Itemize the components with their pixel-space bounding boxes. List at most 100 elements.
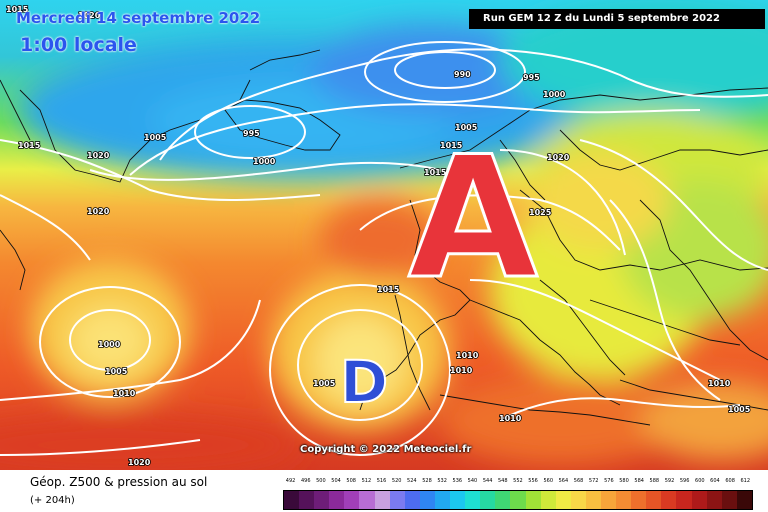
scale-swatch bbox=[434, 491, 451, 509]
isobar-label: 995 bbox=[523, 73, 540, 82]
local-time-label: 1:00 locale bbox=[20, 34, 137, 56]
scale-swatch bbox=[525, 491, 541, 509]
isobar-label: 1010 bbox=[450, 366, 473, 375]
isobars bbox=[0, 41, 768, 456]
isobar-label: 1005 bbox=[144, 133, 167, 142]
scale-label: 572 bbox=[588, 478, 599, 484]
model-run-label: Run GEM 12 Z du Lundi 5 septembre 2022 bbox=[469, 9, 765, 29]
scale-label: 576 bbox=[604, 478, 614, 484]
isobar-label: 1010 bbox=[708, 379, 731, 388]
scale-label: 536 bbox=[452, 478, 463, 484]
scale-swatch bbox=[540, 491, 556, 509]
isobar-label: 990 bbox=[454, 70, 471, 79]
scale-label: 508 bbox=[346, 478, 356, 484]
scale-swatch bbox=[419, 491, 435, 509]
forecast-lead-time: (+ 204h) bbox=[30, 495, 75, 506]
scale-label: 492 bbox=[285, 478, 296, 484]
scale-swatch bbox=[329, 491, 345, 509]
valid-date-label: Mercredi 14 septembre 2022 bbox=[16, 9, 261, 27]
scale-label: 548 bbox=[497, 478, 508, 484]
isobar-label: 1010 bbox=[113, 389, 136, 398]
isobar-label: 1005 bbox=[455, 123, 478, 132]
scale-swatch bbox=[676, 491, 692, 509]
scale-label: 584 bbox=[634, 478, 644, 484]
scale-swatch bbox=[314, 491, 330, 509]
scale-label: 608 bbox=[725, 478, 735, 484]
isobar-label: 1005 bbox=[105, 367, 128, 376]
scale-label: 592 bbox=[664, 478, 675, 484]
scale-label: 532 bbox=[437, 478, 447, 484]
color-scale-swatches bbox=[283, 490, 753, 510]
scale-swatch bbox=[374, 491, 390, 509]
isobar-label: 1010 bbox=[499, 414, 522, 423]
scale-swatch bbox=[661, 491, 677, 509]
scale-swatch bbox=[706, 491, 722, 509]
map-footer: Géop. Z500 & pression au sol (+ 204h) 49… bbox=[0, 470, 768, 512]
scale-swatch bbox=[646, 491, 662, 509]
scale-label: 500 bbox=[316, 478, 326, 484]
scale-swatch bbox=[691, 491, 707, 509]
scale-label: 524 bbox=[407, 478, 417, 484]
isobar-label: 1020 bbox=[547, 153, 570, 162]
map-canvas: 1015 1020 1015 1005 1020 995 1000 990 99… bbox=[0, 0, 768, 470]
scale-label: 512 bbox=[361, 478, 372, 484]
isobar-label: 1005 bbox=[728, 405, 751, 414]
scale-swatch bbox=[510, 491, 526, 509]
isobar-label: 1015 bbox=[440, 141, 463, 150]
scale-label: 504 bbox=[331, 478, 341, 484]
scale-label: 596 bbox=[679, 478, 690, 484]
isobar-label: 995 bbox=[243, 129, 260, 138]
isobar-label: 1010 bbox=[456, 351, 479, 360]
isobar-label: 1015 bbox=[424, 168, 447, 177]
color-scale-legend: 492 496 500 504 508 512 516 520 524 528 532 536 540 5… bbox=[283, 478, 753, 510]
scale-swatch bbox=[585, 491, 601, 509]
scale-label: 528 bbox=[422, 478, 432, 484]
scale-label: 612 bbox=[740, 478, 751, 484]
scale-swatch bbox=[389, 491, 405, 509]
high-pressure-symbol: A bbox=[406, 119, 539, 318]
scale-label: 552 bbox=[513, 478, 523, 484]
scale-label: 520 bbox=[391, 478, 402, 484]
scale-label: 568 bbox=[573, 478, 584, 484]
copyright-notice: Copyright © 2022 Meteociel.fr bbox=[300, 444, 472, 455]
scale-label: 560 bbox=[543, 478, 553, 484]
isobar-label: 1025 bbox=[529, 208, 552, 217]
scale-swatch bbox=[465, 491, 481, 509]
isobar-label: 1000 bbox=[98, 340, 121, 349]
scale-label: 580 bbox=[619, 478, 629, 484]
isobar-label: 1020 bbox=[128, 458, 151, 467]
scale-swatch bbox=[284, 491, 300, 509]
scale-swatch bbox=[495, 491, 511, 509]
isobar-label: 1020 bbox=[87, 207, 110, 216]
weather-map: 1015 1020 1015 1005 1020 995 1000 990 99… bbox=[0, 0, 768, 470]
isobar-label: 1020 bbox=[87, 151, 110, 160]
scale-swatch bbox=[450, 491, 466, 509]
scale-label: 540 bbox=[467, 478, 478, 484]
scale-label: 516 bbox=[376, 478, 387, 484]
isobar-labels: 1015 1020 1015 1005 1020 995 1000 990 99… bbox=[5, 4, 751, 468]
scale-swatch bbox=[480, 491, 496, 509]
scale-label: 496 bbox=[300, 478, 311, 484]
scale-swatch bbox=[299, 491, 315, 509]
scale-label: 544 bbox=[482, 478, 493, 484]
scale-swatch bbox=[721, 491, 737, 509]
isobar-label: 1000 bbox=[253, 157, 276, 166]
scale-label: 588 bbox=[649, 478, 660, 484]
product-title: Géop. Z500 & pression au sol bbox=[30, 475, 208, 489]
scale-swatch bbox=[570, 491, 586, 509]
scale-swatch bbox=[631, 491, 647, 509]
scale-swatch bbox=[404, 491, 420, 509]
isobar-label: 1015 bbox=[377, 285, 400, 294]
isobar-label: 1005 bbox=[313, 379, 336, 388]
scale-label: 604 bbox=[710, 478, 720, 484]
scale-swatch bbox=[600, 491, 617, 509]
scale-swatch bbox=[736, 491, 752, 509]
scale-swatch bbox=[555, 491, 571, 509]
scale-label: 556 bbox=[528, 478, 538, 484]
isobar-label: 1000 bbox=[543, 90, 566, 99]
scale-swatch bbox=[616, 491, 632, 509]
scale-label: 564 bbox=[558, 478, 569, 484]
scale-swatch bbox=[359, 491, 375, 509]
isobar-label: 1020 bbox=[78, 11, 101, 20]
color-scale-labels: 492 496 500 504 508 512 516 520 524 528 532 536 540 5… bbox=[283, 478, 753, 490]
